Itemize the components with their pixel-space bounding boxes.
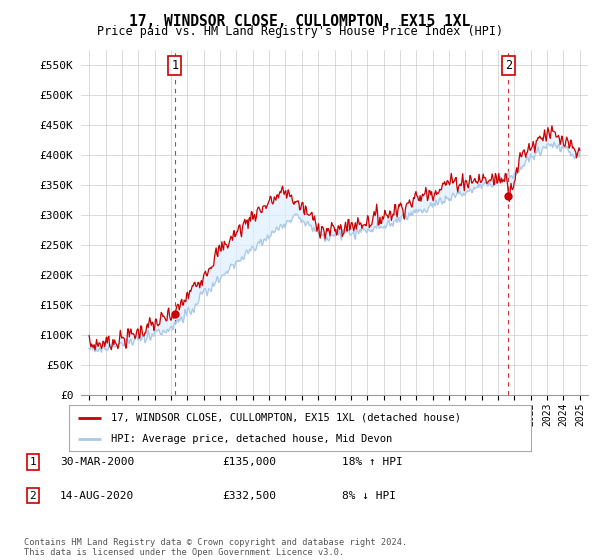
Text: 18% ↑ HPI: 18% ↑ HPI (342, 457, 403, 467)
Text: 2: 2 (29, 491, 37, 501)
Text: 8% ↓ HPI: 8% ↓ HPI (342, 491, 396, 501)
Text: 1: 1 (171, 59, 178, 72)
Text: £332,500: £332,500 (222, 491, 276, 501)
Text: 14-AUG-2020: 14-AUG-2020 (60, 491, 134, 501)
Text: 30-MAR-2000: 30-MAR-2000 (60, 457, 134, 467)
Text: 2: 2 (505, 59, 512, 72)
Text: Price paid vs. HM Land Registry's House Price Index (HPI): Price paid vs. HM Land Registry's House … (97, 25, 503, 38)
Text: 17, WINDSOR CLOSE, CULLOMPTON, EX15 1XL: 17, WINDSOR CLOSE, CULLOMPTON, EX15 1XL (130, 14, 470, 29)
Text: HPI: Average price, detached house, Mid Devon: HPI: Average price, detached house, Mid … (110, 435, 392, 444)
Text: Contains HM Land Registry data © Crown copyright and database right 2024.
This d: Contains HM Land Registry data © Crown c… (24, 538, 407, 557)
Text: £135,000: £135,000 (222, 457, 276, 467)
Text: 1: 1 (29, 457, 37, 467)
Text: 17, WINDSOR CLOSE, CULLOMPTON, EX15 1XL (detached house): 17, WINDSOR CLOSE, CULLOMPTON, EX15 1XL … (110, 413, 461, 423)
